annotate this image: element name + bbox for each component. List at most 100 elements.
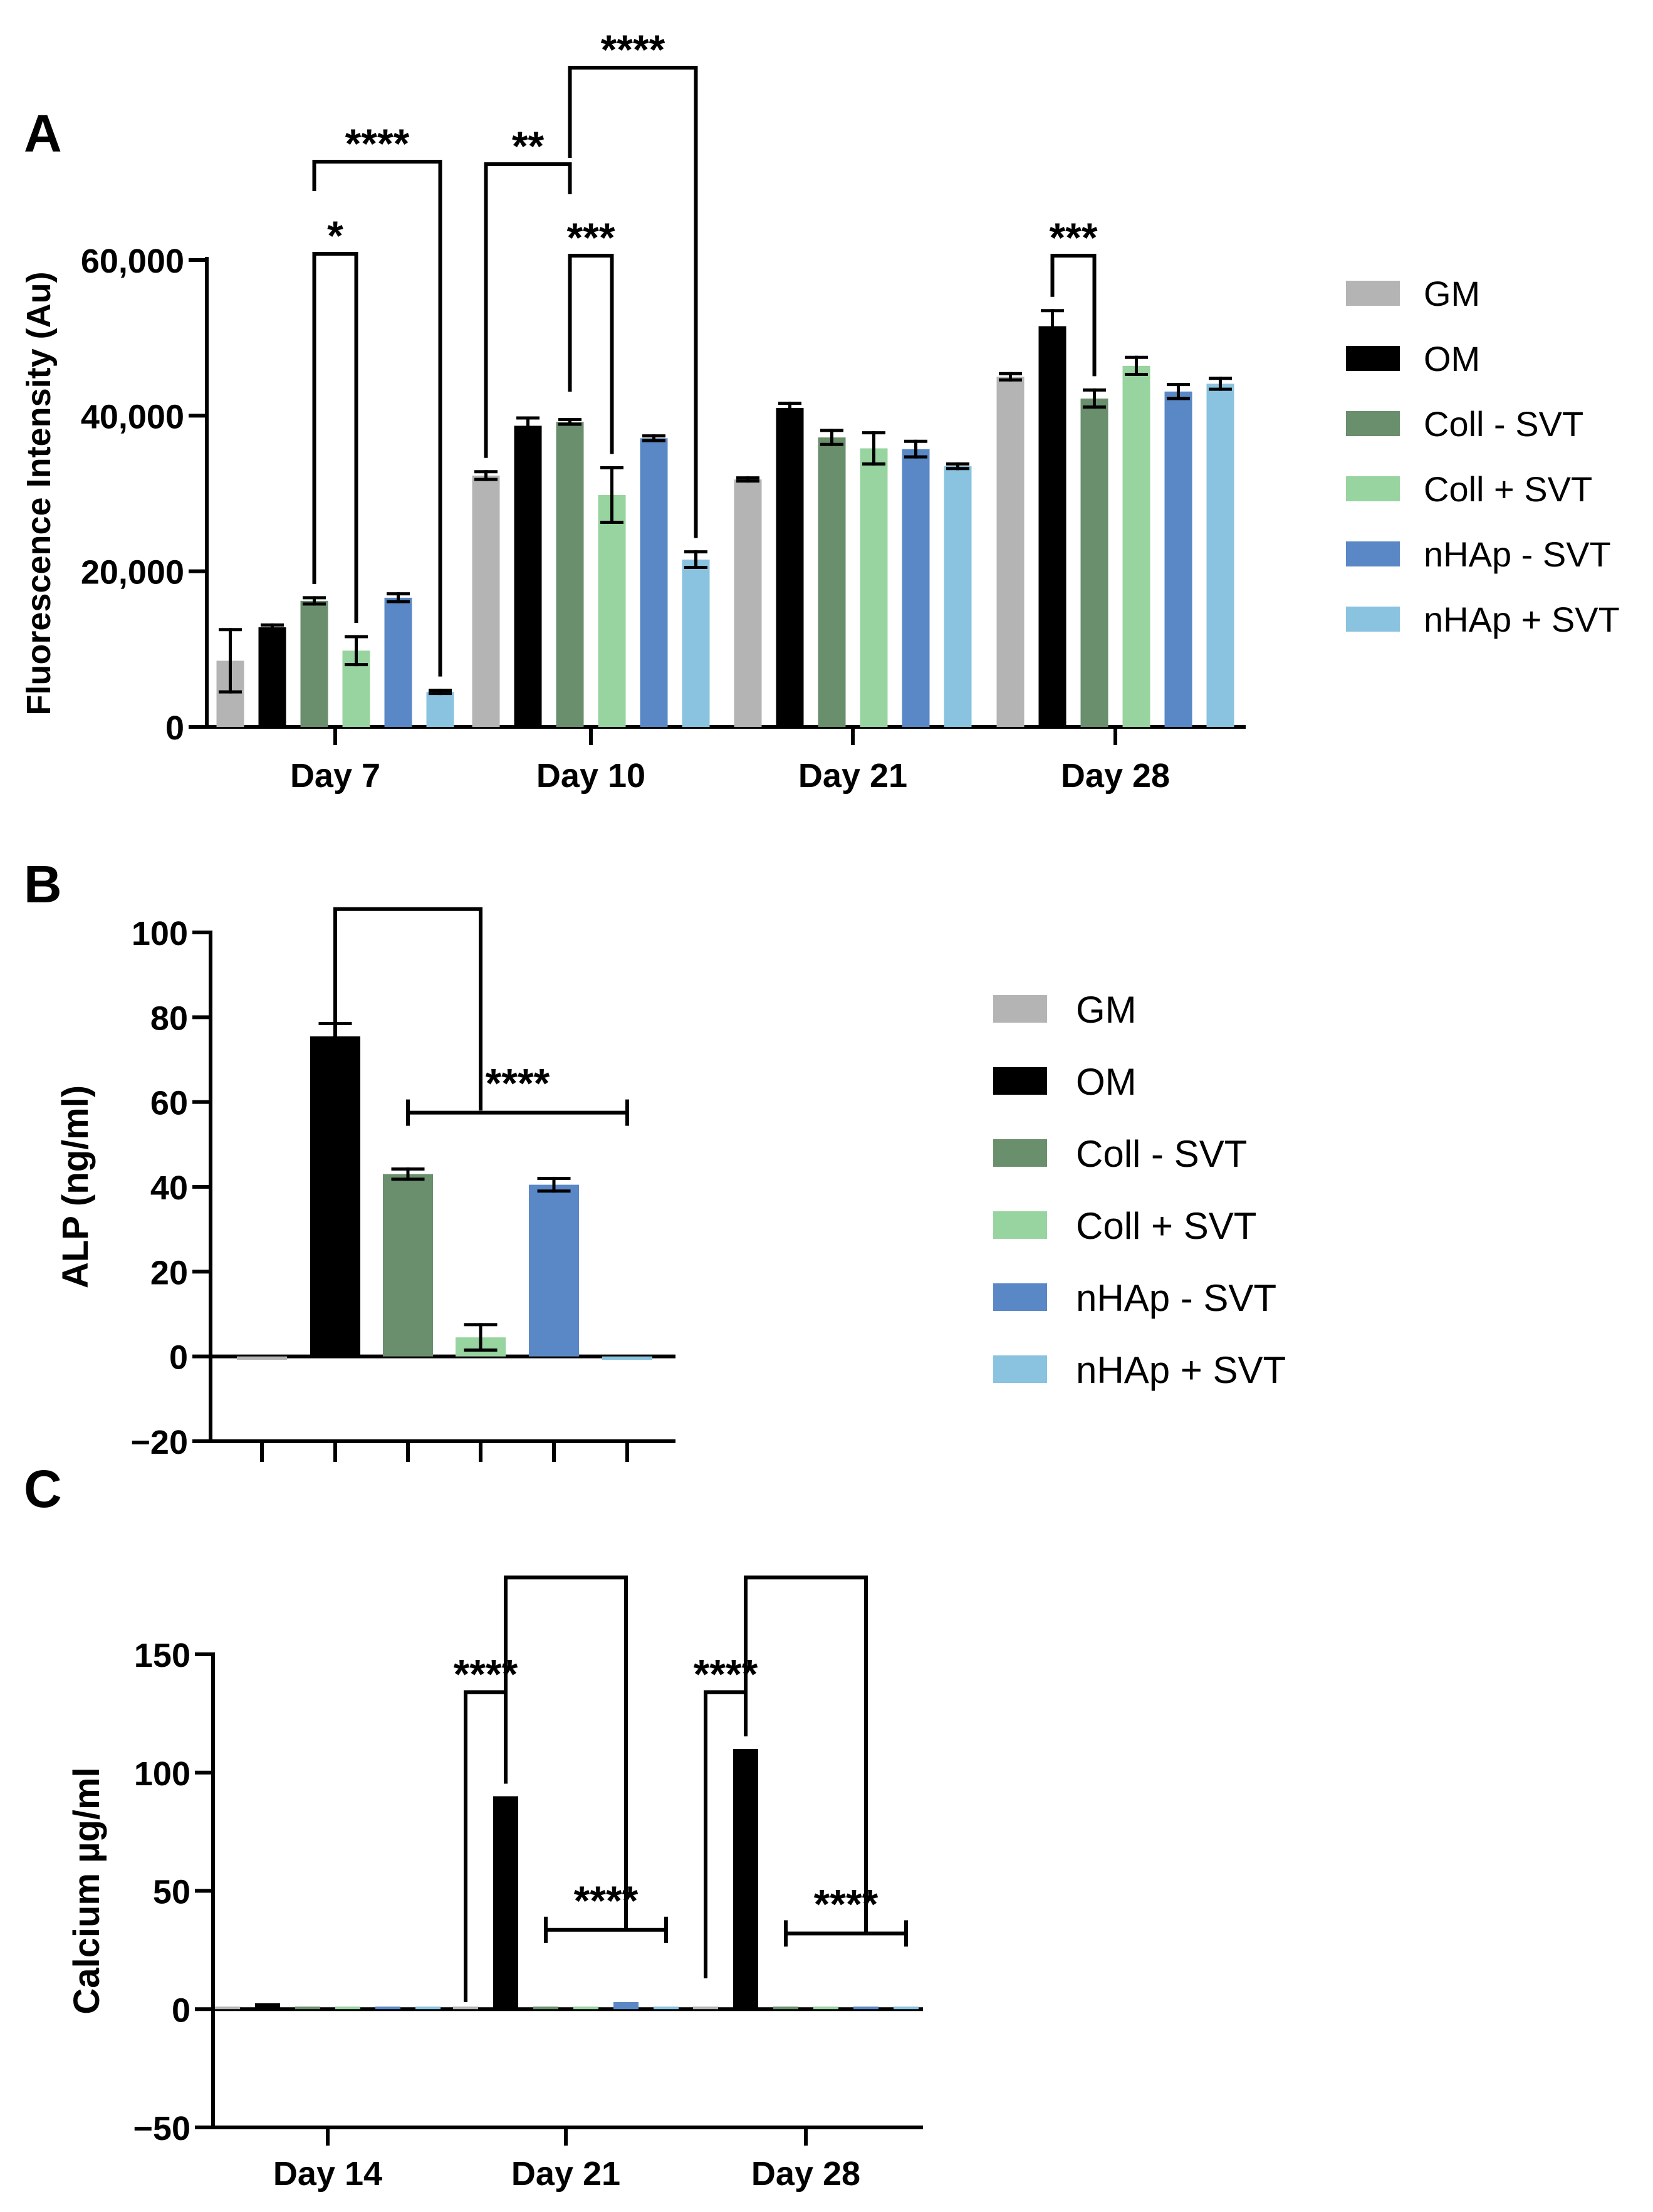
sig-bracket-a-5-label: ****: [601, 26, 665, 73]
sig-bracket-a-3-label: **: [512, 123, 545, 169]
bar-nhap-plus-svt-day-14: [415, 2006, 441, 2010]
legend-swatch-a-gm: [1346, 281, 1400, 306]
bar-coll-svt-day-28: [1080, 399, 1108, 727]
sig-bracket-c-2: [504, 1575, 628, 1931]
sig-bracket-c-4-label: ****: [694, 1651, 758, 1697]
error-bar-nhap-svt-day-10: [642, 434, 665, 442]
y-tick-label-a: 40,000: [81, 398, 184, 436]
error-bar-nhap-svt: [537, 1176, 571, 1193]
bar-gm: [237, 1356, 287, 1360]
bar-coll-plus-svt-day-28: [813, 2006, 838, 2010]
bar-coll-svt-day-21: [818, 437, 846, 727]
sig-bracket-a-4-label: ***: [566, 214, 615, 261]
x-tick-label-a: Day 21: [798, 757, 907, 795]
y-tick-label-c: 0: [172, 1991, 190, 2029]
error-bar-nhap-svt-day-28: [1167, 383, 1190, 400]
x-tick-label-a: Day 10: [536, 757, 645, 795]
legend-swatch-a-nhap-svt: [1346, 541, 1400, 566]
error-bar-coll-svt-day-28: [1083, 388, 1106, 409]
sig-bracket-a-1-line: [312, 252, 358, 623]
sig-bracket-a-4-line: [568, 254, 614, 454]
legend-label-a-nhap-svt: nHAp - SVT: [1424, 535, 1611, 574]
x-tick-label-a: Day 7: [290, 757, 380, 795]
panel-b-chart: −20 0 20 40 60 80 100 ALP (ng/ml) **** GM OM Coll -…: [55, 907, 1286, 1462]
y-tick-label-b: 60: [150, 1085, 188, 1122]
bar-gm-day-28: [996, 377, 1025, 727]
panel-label-c: C: [24, 1459, 62, 1518]
error-bar-nhap-plus-svt-day-28: [1209, 377, 1232, 391]
sig-bracket-b-2: ****: [406, 1060, 629, 1126]
bar-om-day-28: [1038, 326, 1066, 727]
bar-om: [310, 1036, 360, 1357]
sig-bracket-c-6: ****: [784, 1881, 908, 1947]
y-axis-title-a: Fluorescence Intensity (Au): [20, 271, 58, 715]
error-bar-coll-plus-svt-day-28: [1125, 355, 1148, 377]
panel-c-chart: −50 0 50 100 150 Day 14 Day 21 Day 28 Calcium µg…: [66, 1575, 923, 2193]
x-tick-label-c: Day 21: [511, 2155, 620, 2193]
legend-swatch-a-coll-plus-svt: [1346, 476, 1400, 501]
bar-nhap-plus-svt-day-21: [654, 2006, 679, 2010]
sig-bracket-a-6: ***: [1049, 214, 1098, 377]
bar-coll-svt-day-28: [773, 2006, 798, 2010]
panel-a-chart: 0 20,000 40,000 60,000 Day 7 Day 10 Day 21 Day …: [20, 26, 1620, 795]
bar-gm-day-21: [734, 479, 762, 727]
error-bar-om-day-7: [261, 623, 284, 632]
y-tick-label-b: 100: [132, 915, 188, 952]
bar-gm-day-21: [453, 2006, 478, 2010]
bar-coll-svt-day-21: [533, 2006, 558, 2010]
bar-nhap-svt-day-28: [1164, 391, 1192, 727]
legend-label-b-coll-svt: Coll - SVT: [1076, 1133, 1247, 1175]
y-tick-label-c: −50: [133, 2110, 190, 2147]
bar-gm-day-10: [472, 475, 500, 727]
sig-bracket-b-2-label: ****: [486, 1060, 550, 1107]
bar-nhap-plus-svt-day-10: [682, 560, 710, 727]
sig-bracket-a-4: ***: [566, 214, 615, 454]
sig-bracket-b-1-line: [333, 907, 482, 1111]
error-bar-coll-plus-svt-day-21: [862, 431, 885, 466]
sig-bracket-a-5-line: [568, 66, 698, 538]
sig-bracket-c-1-label: ****: [454, 1651, 518, 1697]
legend-swatch-b-coll-plus-svt: [993, 1211, 1047, 1239]
error-bar-coll-plus-svt-day-10: [600, 466, 623, 524]
bar-nhap-svt-day-14: [375, 2006, 400, 2010]
y-tick-label-c: 100: [134, 1755, 190, 1793]
legend-swatch-a-om: [1346, 346, 1400, 371]
sig-bracket-c-6-label: ****: [814, 1881, 879, 1927]
y-tick-label-a: 0: [165, 709, 184, 747]
legend-label-a-gm: GM: [1424, 274, 1480, 313]
bar-gm-day-14: [215, 2006, 240, 2010]
bar-om-day-21: [776, 407, 804, 727]
sig-bracket-a-6-line: [1050, 254, 1097, 377]
error-bar-om-day-10: [516, 416, 540, 436]
sig-bracket-b-1: [333, 907, 482, 1111]
legend-swatch-b-nhap-plus-svt: [993, 1355, 1047, 1383]
legend-label-b-om: OM: [1076, 1061, 1137, 1103]
sig-bracket-a-2-label: ****: [345, 120, 410, 167]
sig-bracket-c-2-line: [504, 1575, 628, 1931]
bar-nhap-svt-day-7: [384, 597, 412, 727]
y-tick-label-b: 40: [150, 1169, 188, 1207]
legend-swatch-b-coll-svt: [993, 1139, 1047, 1167]
bar-coll-svt-day-14: [295, 2006, 320, 2010]
panel-label-a: A: [24, 104, 62, 163]
sig-bracket-a-5: ****: [568, 26, 698, 538]
y-tick-label-b: −20: [130, 1424, 188, 1461]
legend-swatch-b-gm: [993, 995, 1047, 1023]
y-axis-title-b: ALP (ng/ml): [55, 1085, 96, 1288]
sig-bracket-c-3: ****: [544, 1877, 668, 1943]
legend-label-a-om: OM: [1424, 339, 1480, 378]
bar-coll-svt: [383, 1174, 433, 1357]
error-bar-coll-svt-day-10: [558, 418, 581, 426]
sig-bracket-c-5-line: [744, 1575, 868, 1934]
error-bar-nhap-svt-day-21: [904, 439, 927, 459]
bar-om-day-7: [258, 627, 286, 727]
error-bar-nhap-svt-day-7: [387, 592, 410, 603]
error-bar-coll-svt: [391, 1167, 425, 1181]
error-bar-nhap-plus-svt-day-10: [684, 550, 707, 569]
panel-label-b: B: [24, 855, 62, 914]
sig-bracket-a-3-line: [484, 162, 572, 458]
bar-nhap-svt-day-21: [902, 449, 930, 727]
legend-swatch-b-om: [993, 1067, 1047, 1095]
bar-nhap-svt-day-10: [640, 438, 668, 727]
